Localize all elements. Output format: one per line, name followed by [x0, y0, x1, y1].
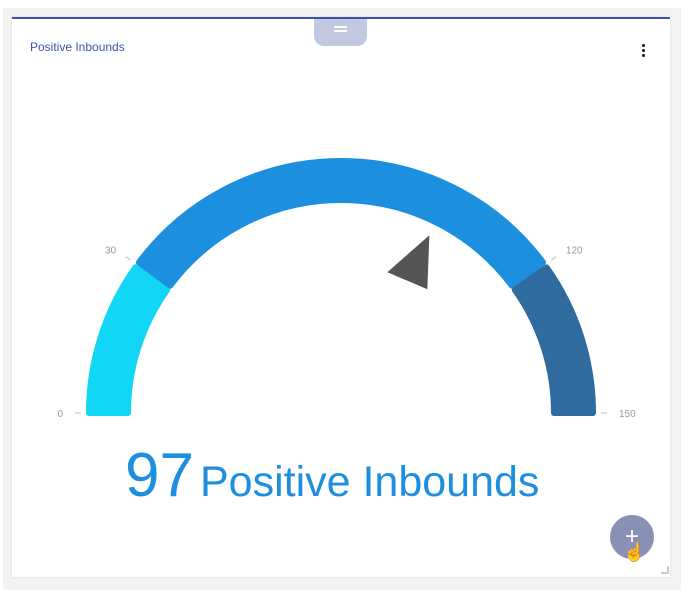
gauge-band-1	[135, 158, 547, 289]
add-button[interactable]: +	[610, 515, 654, 559]
gauge-tick-label: 150	[619, 409, 636, 420]
gauge-label: Positive Inbounds	[199, 458, 540, 506]
gauge-tick-label: 120	[566, 246, 583, 257]
gauge-readout: 97 Positive Inbounds	[125, 440, 539, 511]
hand-cursor-icon: ☝	[623, 542, 646, 562]
gauge-band-0	[86, 264, 171, 416]
gauge-tick-label: 30	[105, 246, 117, 257]
gauge-band-2	[511, 264, 596, 416]
gauge-tick-mark	[125, 256, 131, 261]
gauge-value: 97	[125, 441, 194, 510]
drag-handle-icon[interactable]	[314, 19, 367, 46]
gauge-tick-mark	[551, 256, 557, 261]
gauge-pointer	[387, 235, 430, 290]
gauge-tick-label: 0	[57, 409, 63, 420]
more-vert-icon[interactable]	[638, 44, 648, 60]
widget-title: Positive Inbounds	[30, 40, 125, 54]
resize-handle[interactable]	[661, 566, 669, 574]
